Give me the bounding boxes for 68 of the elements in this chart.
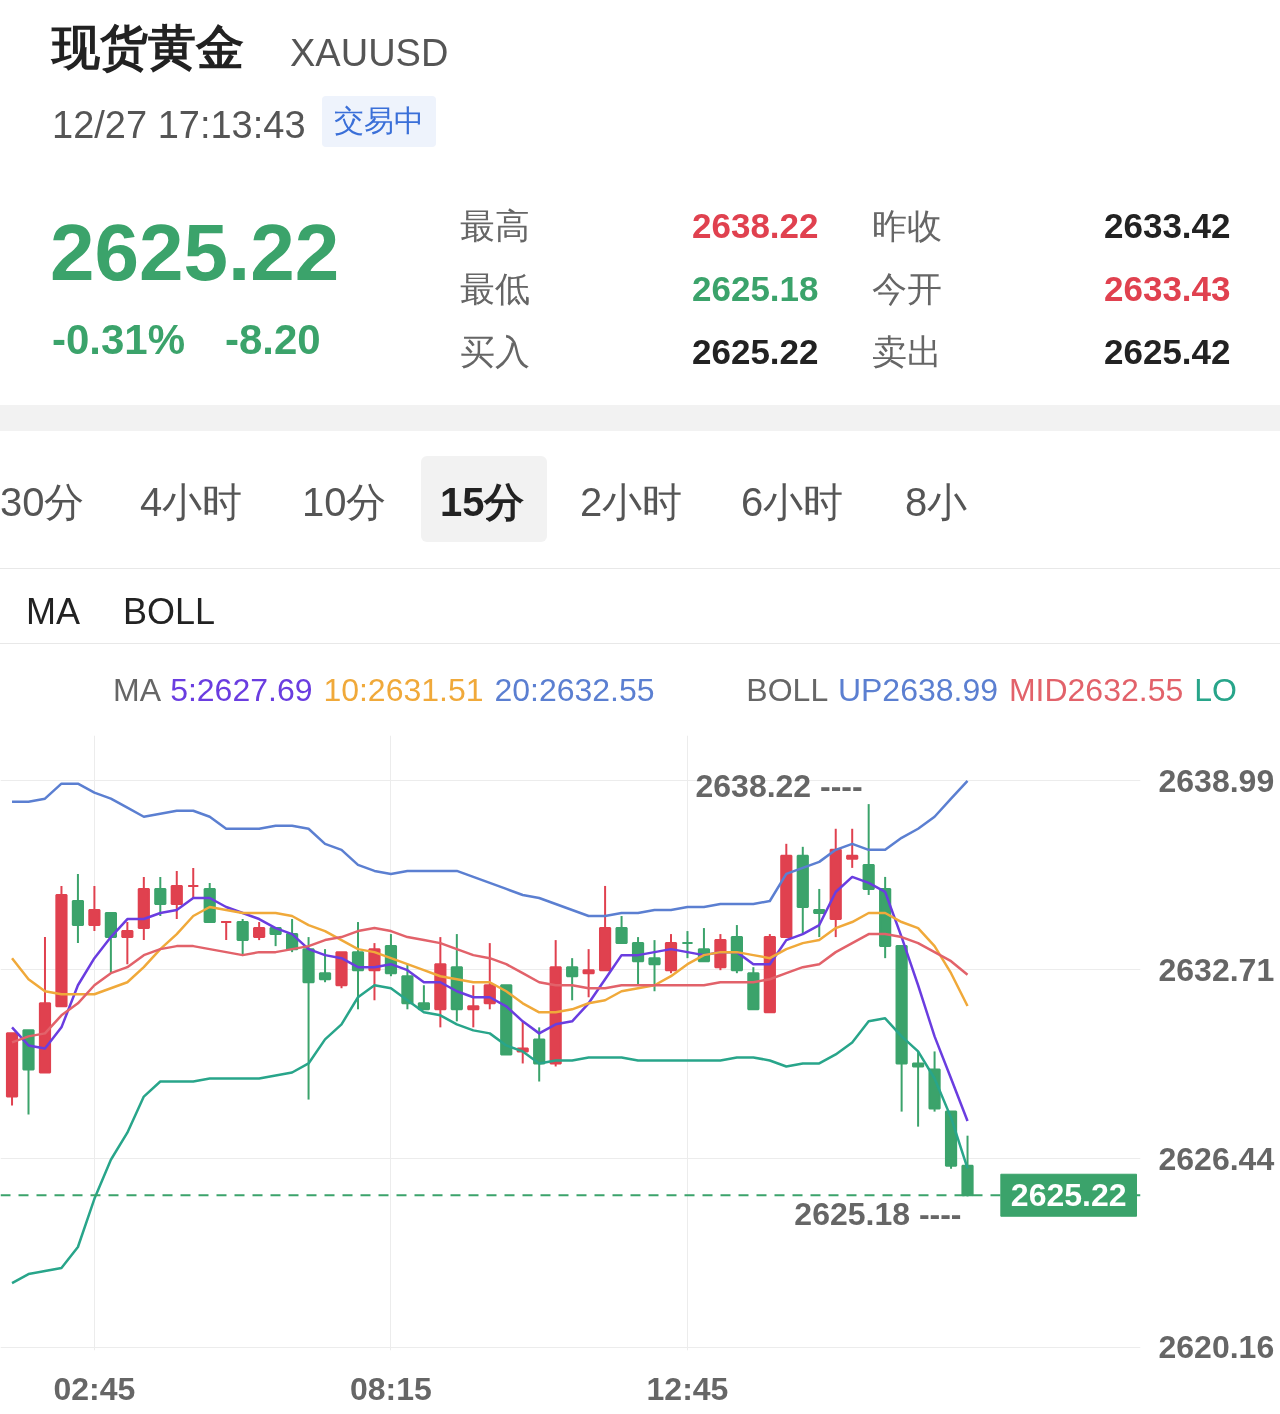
candlestick <box>648 939 661 993</box>
candlestick <box>582 948 595 999</box>
line-series <box>10 905 969 1014</box>
candlestick <box>813 887 826 939</box>
text: 昨收 <box>872 205 942 247</box>
y-tick-label: 2620.16 <box>1158 1329 1275 1366</box>
candlestick <box>154 875 167 918</box>
text: 2625.42 <box>1104 331 1231 373</box>
text: 买入 <box>460 331 530 373</box>
candlestick <box>566 957 579 1002</box>
text: 15分 <box>440 479 525 526</box>
candlestick <box>170 869 183 921</box>
text: UP2638.99 <box>837 672 999 708</box>
text: BOLL <box>746 672 827 708</box>
text: 2625.22 <box>692 331 819 373</box>
text: LO <box>1194 672 1237 708</box>
ref-line-label: 2625.22 <box>1010 1177 1127 1214</box>
text: 2633.42 <box>1104 205 1231 247</box>
text: 30分 <box>0 479 85 526</box>
text: 5:2627.69 <box>170 672 313 708</box>
candlestick <box>236 918 249 957</box>
text: 今开 <box>872 268 942 310</box>
text: MA <box>26 590 80 634</box>
text: 最高 <box>460 205 530 247</box>
y-tick-label: 2632.71 <box>1158 951 1275 988</box>
text: 12/27 17:13:43 <box>52 103 306 148</box>
text: -0.31% <box>52 315 186 365</box>
text: BOLL <box>123 590 216 634</box>
text: 交易中 <box>322 96 436 147</box>
chart-title: 现货黄金 <box>52 20 244 76</box>
line-series <box>10 926 969 1044</box>
y-tick-label: 2638.99 <box>1158 762 1275 799</box>
text: MA <box>113 672 160 708</box>
text: 6小时 <box>741 479 844 526</box>
candlestick <box>318 948 332 984</box>
candlestick <box>417 984 430 1011</box>
text: 2625.18 <box>692 268 819 310</box>
text: 卖出 <box>872 331 942 373</box>
candlestick <box>911 1050 925 1128</box>
y-tick-label: 2626.44 <box>1158 1140 1275 1177</box>
x-tick-label: 12:45 <box>646 1370 729 1407</box>
text: 10:2631.51 <box>323 672 484 708</box>
text: 2小时 <box>580 479 683 526</box>
text: 2638.22 <box>692 205 819 247</box>
text: 8小 <box>905 479 968 526</box>
candlestick <box>121 921 134 966</box>
annotation: 2625.18 ---- <box>794 1196 962 1233</box>
text: 最低 <box>460 268 530 310</box>
text: MID2632.55 <box>1008 672 1184 708</box>
x-tick-label: 02:45 <box>53 1370 136 1407</box>
candlestick <box>253 921 266 942</box>
text: 20:2632.55 <box>494 672 655 708</box>
line-series <box>10 875 969 1123</box>
text: 4小时 <box>140 479 243 526</box>
text: XAUUSD <box>290 31 449 76</box>
text: -8.20 <box>225 315 321 365</box>
candlestick <box>220 921 233 942</box>
text: 2625.22 <box>50 207 340 299</box>
annotation: 2638.22 ---- <box>695 768 863 805</box>
x-tick-label: 08:15 <box>350 1370 432 1407</box>
candlestick <box>88 884 101 933</box>
candlestick <box>615 915 628 945</box>
candlestick <box>467 984 480 1029</box>
text: 2633.43 <box>1104 268 1231 310</box>
text: 10分 <box>302 479 387 526</box>
candlestick <box>681 930 694 960</box>
candlestick <box>187 866 200 899</box>
candlestick <box>846 827 859 869</box>
